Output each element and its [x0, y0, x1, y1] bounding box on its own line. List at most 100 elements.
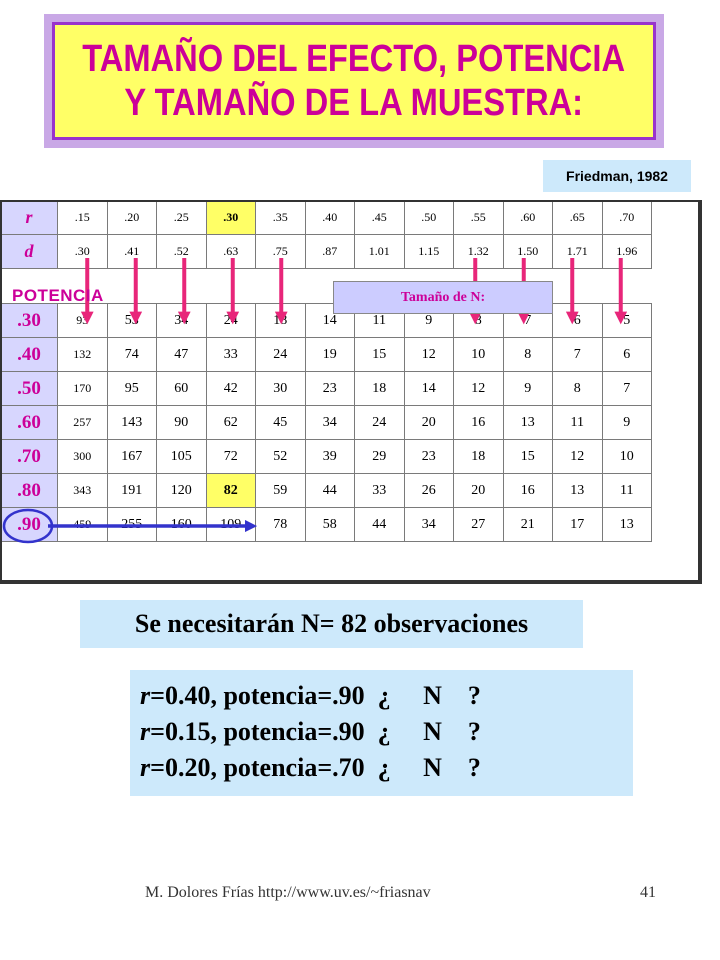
- title-line-1: TAMAÑO DEL EFECTO, POTENCIA: [82, 38, 626, 80]
- table-cell: 53: [106, 303, 157, 338]
- table-cell: 167: [106, 439, 157, 474]
- table-cell: 9: [502, 371, 553, 406]
- row-label: .60: [0, 405, 58, 440]
- sample-size-label: Tamaño de N:: [333, 281, 553, 314]
- table-cell: 19: [304, 337, 355, 372]
- table-cell: 1.01: [354, 234, 405, 269]
- table-cell: 33: [354, 473, 405, 508]
- table-cell: 24: [255, 337, 306, 372]
- table-cell: .35: [255, 200, 306, 235]
- spacer-cell: [206, 269, 256, 304]
- table-cell: 93: [57, 303, 108, 338]
- table-cell: 300: [57, 439, 108, 474]
- table-cell: 47: [156, 337, 207, 372]
- result-statement: Se necesitarán N= 82 observaciones: [80, 600, 583, 648]
- table-cell: .75: [255, 234, 306, 269]
- table-cell: .20: [106, 200, 157, 235]
- table-cell: 60: [156, 371, 207, 406]
- table-cell: 24: [205, 303, 256, 338]
- table-cell: 52: [255, 439, 306, 474]
- table-cell: 13: [552, 473, 603, 508]
- table-cell: .70: [601, 200, 652, 235]
- table-cell: 343: [57, 473, 108, 508]
- table-cell: 21: [502, 507, 553, 542]
- table-cell: 8: [552, 371, 603, 406]
- table-cell: 6: [552, 303, 603, 338]
- d-values-row: d .30.41.52.63.75.87 1.01 1.15 1.32 1.50 1.71 1…: [0, 234, 652, 269]
- table-cell: 13: [601, 507, 652, 542]
- table-cell: 9: [601, 405, 652, 440]
- table-cell: 18: [255, 303, 306, 338]
- table-cell: 33: [205, 337, 256, 372]
- row-label: .40: [0, 337, 58, 372]
- power-table: r .15.20.25.30.35.40.45.50.55.60.65.70 d .3…: [0, 200, 652, 542]
- table-cell: 34: [403, 507, 454, 542]
- table-cell: 34: [156, 303, 207, 338]
- table-cell: 1.15: [403, 234, 454, 269]
- table-cell: 170: [57, 371, 108, 406]
- table-cell: 74: [106, 337, 157, 372]
- question-2: r=0.15, potencia=.90 ¿ N ?: [140, 717, 481, 746]
- power-row: .90 459 255 160 109 78 58 44 34 27 21 17 13: [0, 507, 652, 542]
- table-cell: .65: [552, 200, 603, 235]
- table-cell: .30: [57, 234, 108, 269]
- table-cell: 24: [354, 405, 405, 440]
- table-cell: 78: [255, 507, 306, 542]
- table-cell: 1.32: [453, 234, 504, 269]
- table-cell: 105: [156, 439, 207, 474]
- table-cell: 1.96: [601, 234, 652, 269]
- table-cell: 255: [106, 507, 157, 542]
- table-cell: 45: [255, 405, 306, 440]
- table-cell: 15: [502, 439, 553, 474]
- table-cell: 11: [601, 473, 652, 508]
- table-cell: 44: [354, 507, 405, 542]
- table-cell: 44: [304, 473, 355, 508]
- table-cell: 12: [453, 371, 504, 406]
- table-cell: 7: [552, 337, 603, 372]
- table-cell: 26: [403, 473, 454, 508]
- table-cell: 120: [156, 473, 207, 508]
- spacer-cell: [256, 269, 306, 304]
- power-row: .30 93 53 34 24 18 14 11 9 8 7 6 5: [0, 303, 652, 338]
- row-label: .70: [0, 439, 58, 474]
- table-cell: 72: [205, 439, 256, 474]
- spacer-cell: [553, 269, 603, 304]
- power-row: .60 257 143 90 62 45 34 24 20 16 13 11 9: [0, 405, 652, 440]
- table-cell: 12: [552, 439, 603, 474]
- power-row: .40 132 74 47 33 24 19 15 12 10 8 7 6: [0, 337, 652, 372]
- table-cell: 14: [403, 371, 454, 406]
- table-cell: 459: [57, 507, 108, 542]
- table-cell: 23: [403, 439, 454, 474]
- spacer-cell: [602, 269, 652, 304]
- table-cell: 90: [156, 405, 207, 440]
- table-cell: 10: [453, 337, 504, 372]
- table-cell: 95: [106, 371, 157, 406]
- table-cell: 8: [502, 337, 553, 372]
- table-cell: 16: [453, 405, 504, 440]
- row-label: .50: [0, 371, 58, 406]
- table-cell: 82: [205, 473, 256, 508]
- table-cell: 12: [403, 337, 454, 372]
- table-cell: 18: [354, 371, 405, 406]
- footer-author: M. Dolores Frías http://www.uv.es/~frias…: [145, 884, 431, 901]
- table-cell: .63: [205, 234, 256, 269]
- table-cell: 42: [205, 371, 256, 406]
- table-cell: 13: [502, 405, 553, 440]
- table-cell: 109: [205, 507, 256, 542]
- table-cell: 1.50: [502, 234, 553, 269]
- table-cell: .15: [57, 200, 108, 235]
- table-cell: 23: [304, 371, 355, 406]
- row-label: .80: [0, 473, 58, 508]
- table-cell: 39: [304, 439, 355, 474]
- power-row: .70 300 167 105 72 52 39 29 23 18 15 12 10: [0, 439, 652, 474]
- table-cell: 15: [354, 337, 405, 372]
- table-cell: .87: [304, 234, 355, 269]
- table-cell: .55: [453, 200, 504, 235]
- table-cell: 27: [453, 507, 504, 542]
- table-cell: 257: [57, 405, 108, 440]
- table-cell: .30: [205, 200, 256, 235]
- citation-badge: Friedman, 1982: [543, 160, 691, 192]
- table-cell: 10: [601, 439, 652, 474]
- table-cell: .52: [156, 234, 207, 269]
- title-line-2: Y TAMAÑO DE LA MUESTRA:: [124, 82, 584, 124]
